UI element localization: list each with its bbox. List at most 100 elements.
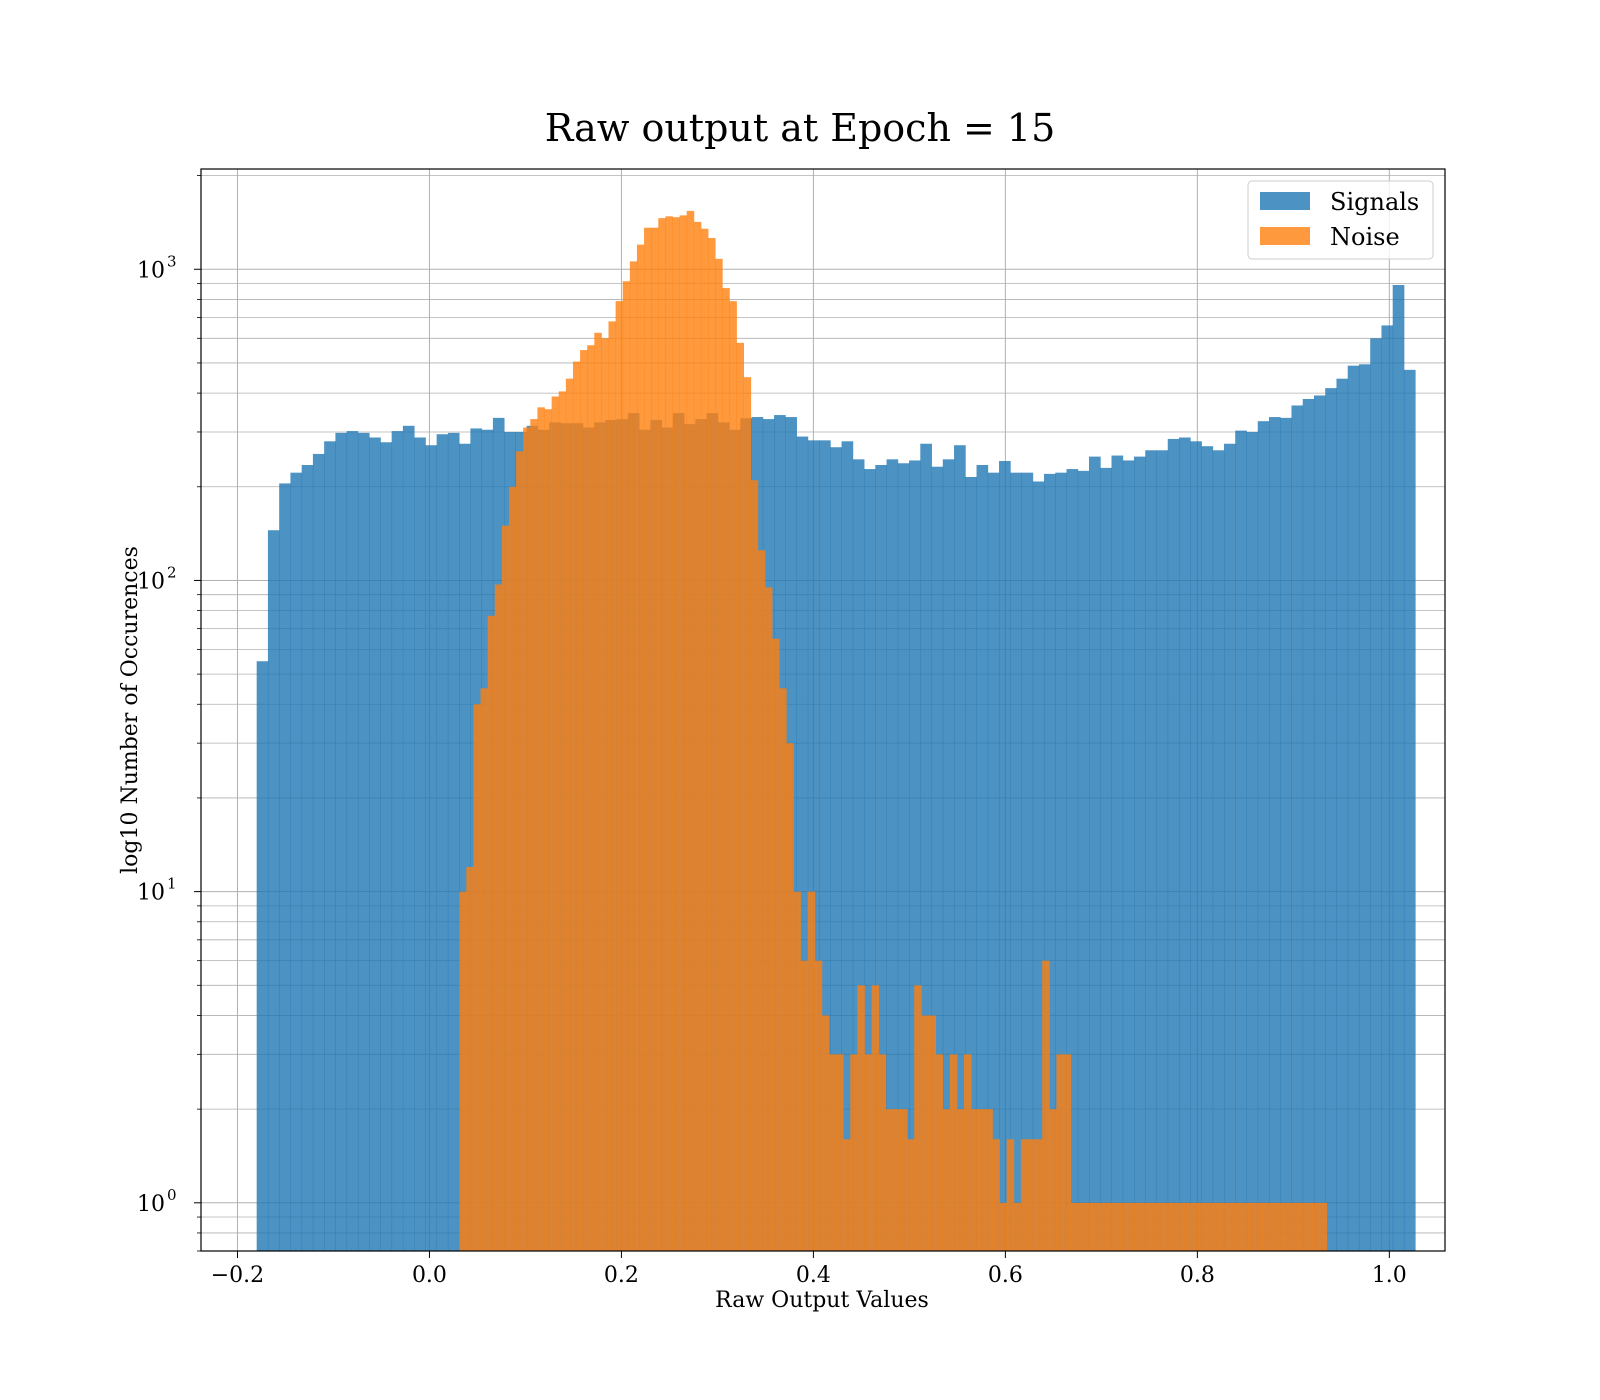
histogram-bar: [572, 361, 581, 1252]
histogram-bar: [414, 437, 426, 1251]
histogram-bar: [743, 377, 752, 1251]
histogram-bar: [1219, 1202, 1228, 1251]
histogram-bar: [1077, 470, 1090, 1252]
histogram-bar: [1013, 1202, 1022, 1251]
histogram-bar: [494, 584, 503, 1251]
histogram-bar: [1201, 446, 1214, 1252]
histogram-bar: [850, 1054, 858, 1251]
histogram-bar: [1205, 1202, 1214, 1251]
histogram-bar: [843, 1139, 851, 1251]
histogram-bar: [487, 615, 496, 1251]
histogram-bar: [346, 431, 359, 1252]
histogram-bar: [1055, 472, 1067, 1251]
histogram-bar: [949, 1054, 958, 1251]
histogram-bar: [679, 215, 688, 1251]
histogram-bar: [841, 441, 854, 1251]
histogram-bar: [814, 960, 823, 1251]
histogram-bar: [1191, 1202, 1200, 1251]
histogram-bar: [466, 866, 474, 1251]
histogram-bar: [978, 1109, 986, 1251]
histogram-bar: [508, 486, 517, 1251]
histogram-bar: [544, 409, 553, 1252]
histogram-bar: [1056, 1054, 1064, 1251]
histogram-bar: [921, 1015, 929, 1251]
histogram-bar: [1291, 1202, 1299, 1251]
histogram-bar: [1042, 960, 1050, 1251]
y-tick-exponent: 2: [167, 563, 177, 581]
histogram-bar: [819, 440, 831, 1252]
histogram-bar: [594, 332, 602, 1251]
histogram-bar: [1049, 1109, 1057, 1251]
histogram-bar: [1276, 1202, 1285, 1251]
histogram-bar: [1010, 472, 1022, 1251]
histogram-bar: [1066, 469, 1079, 1251]
histogram-bar: [1234, 1202, 1242, 1251]
histogram-bar: [1063, 1054, 1072, 1251]
histogram-bar: [357, 432, 370, 1251]
histogram-bar: [551, 396, 560, 1251]
histogram-bar: [380, 442, 393, 1251]
histogram-bar: [999, 461, 1011, 1251]
histogram-bar: [1268, 417, 1281, 1251]
histogram-bar: [480, 688, 489, 1251]
histogram-bar: [391, 431, 404, 1252]
histogram-bar: [1044, 473, 1056, 1251]
histogram-bar: [558, 391, 567, 1251]
histogram-bar: [1298, 1202, 1306, 1251]
legend-swatch-signals: [1260, 192, 1310, 210]
histogram-bar: [629, 261, 638, 1251]
histogram-bar: [1313, 395, 1326, 1252]
plot-frame: [200, 168, 1446, 1252]
x-tick-label: 0.8: [1180, 1263, 1215, 1288]
histogram-bar: [821, 1015, 830, 1251]
histogram-bar: [1305, 1202, 1313, 1251]
legend-label-signals: Signals: [1330, 188, 1419, 216]
histogram-bar: [290, 472, 303, 1251]
legend-label-noise: Noise: [1330, 223, 1400, 251]
histogram-bar: [523, 427, 531, 1251]
histogram-bar: [1155, 1202, 1164, 1251]
legend: Signals Noise: [1247, 180, 1434, 260]
histogram-bar: [772, 638, 780, 1251]
x-tick-label: −0.2: [211, 1263, 264, 1288]
histogram-bar: [909, 460, 921, 1251]
histogram-bar: [459, 891, 467, 1251]
y-tick-label: 10: [137, 881, 165, 906]
histogram-bar: [1212, 1202, 1221, 1251]
histogram-bar: [1167, 438, 1180, 1251]
histogram-bar: [335, 432, 348, 1251]
histogram-bar: [1280, 417, 1292, 1251]
histogram-bar: [1134, 1202, 1143, 1251]
y-tick-exponent: 1: [167, 875, 177, 893]
histogram-bar: [580, 350, 588, 1251]
histogram-bar: [1241, 1202, 1249, 1251]
histogram-bar: [622, 281, 631, 1251]
histogram-bar: [857, 985, 865, 1251]
histogram-bar: [836, 1054, 844, 1251]
histogram-bar: [931, 466, 944, 1252]
histogram-bar: [900, 1109, 908, 1251]
histogram-bar: [459, 443, 471, 1252]
histogram-bar: [324, 441, 336, 1251]
histogram-bar: [1020, 1139, 1029, 1251]
y-tick-exponent: 0: [167, 1186, 177, 1204]
y-tick-label: 10: [137, 569, 165, 594]
histogram-bar: [1006, 1139, 1015, 1251]
histogram-bar: [954, 445, 966, 1252]
histogram-bar: [875, 464, 887, 1252]
y-tick-label: 10: [137, 1192, 165, 1217]
histogram-bar: [886, 459, 899, 1252]
histogram-bar: [301, 464, 314, 1252]
histogram-bar: [425, 445, 438, 1252]
histogram-bar: [436, 434, 449, 1251]
histogram-bar: [1347, 365, 1360, 1251]
histogram-bar: [1392, 285, 1405, 1251]
histogram-bar: [686, 210, 695, 1251]
histogram-bar: [999, 1202, 1008, 1251]
histogram-bar: [796, 436, 809, 1251]
histogram-bar: [1358, 364, 1371, 1251]
histogram-bar: [1212, 450, 1225, 1251]
histogram-bar: [864, 1054, 872, 1251]
x-tick-label: 0.6: [988, 1263, 1023, 1288]
histogram-bar: [1291, 405, 1304, 1252]
